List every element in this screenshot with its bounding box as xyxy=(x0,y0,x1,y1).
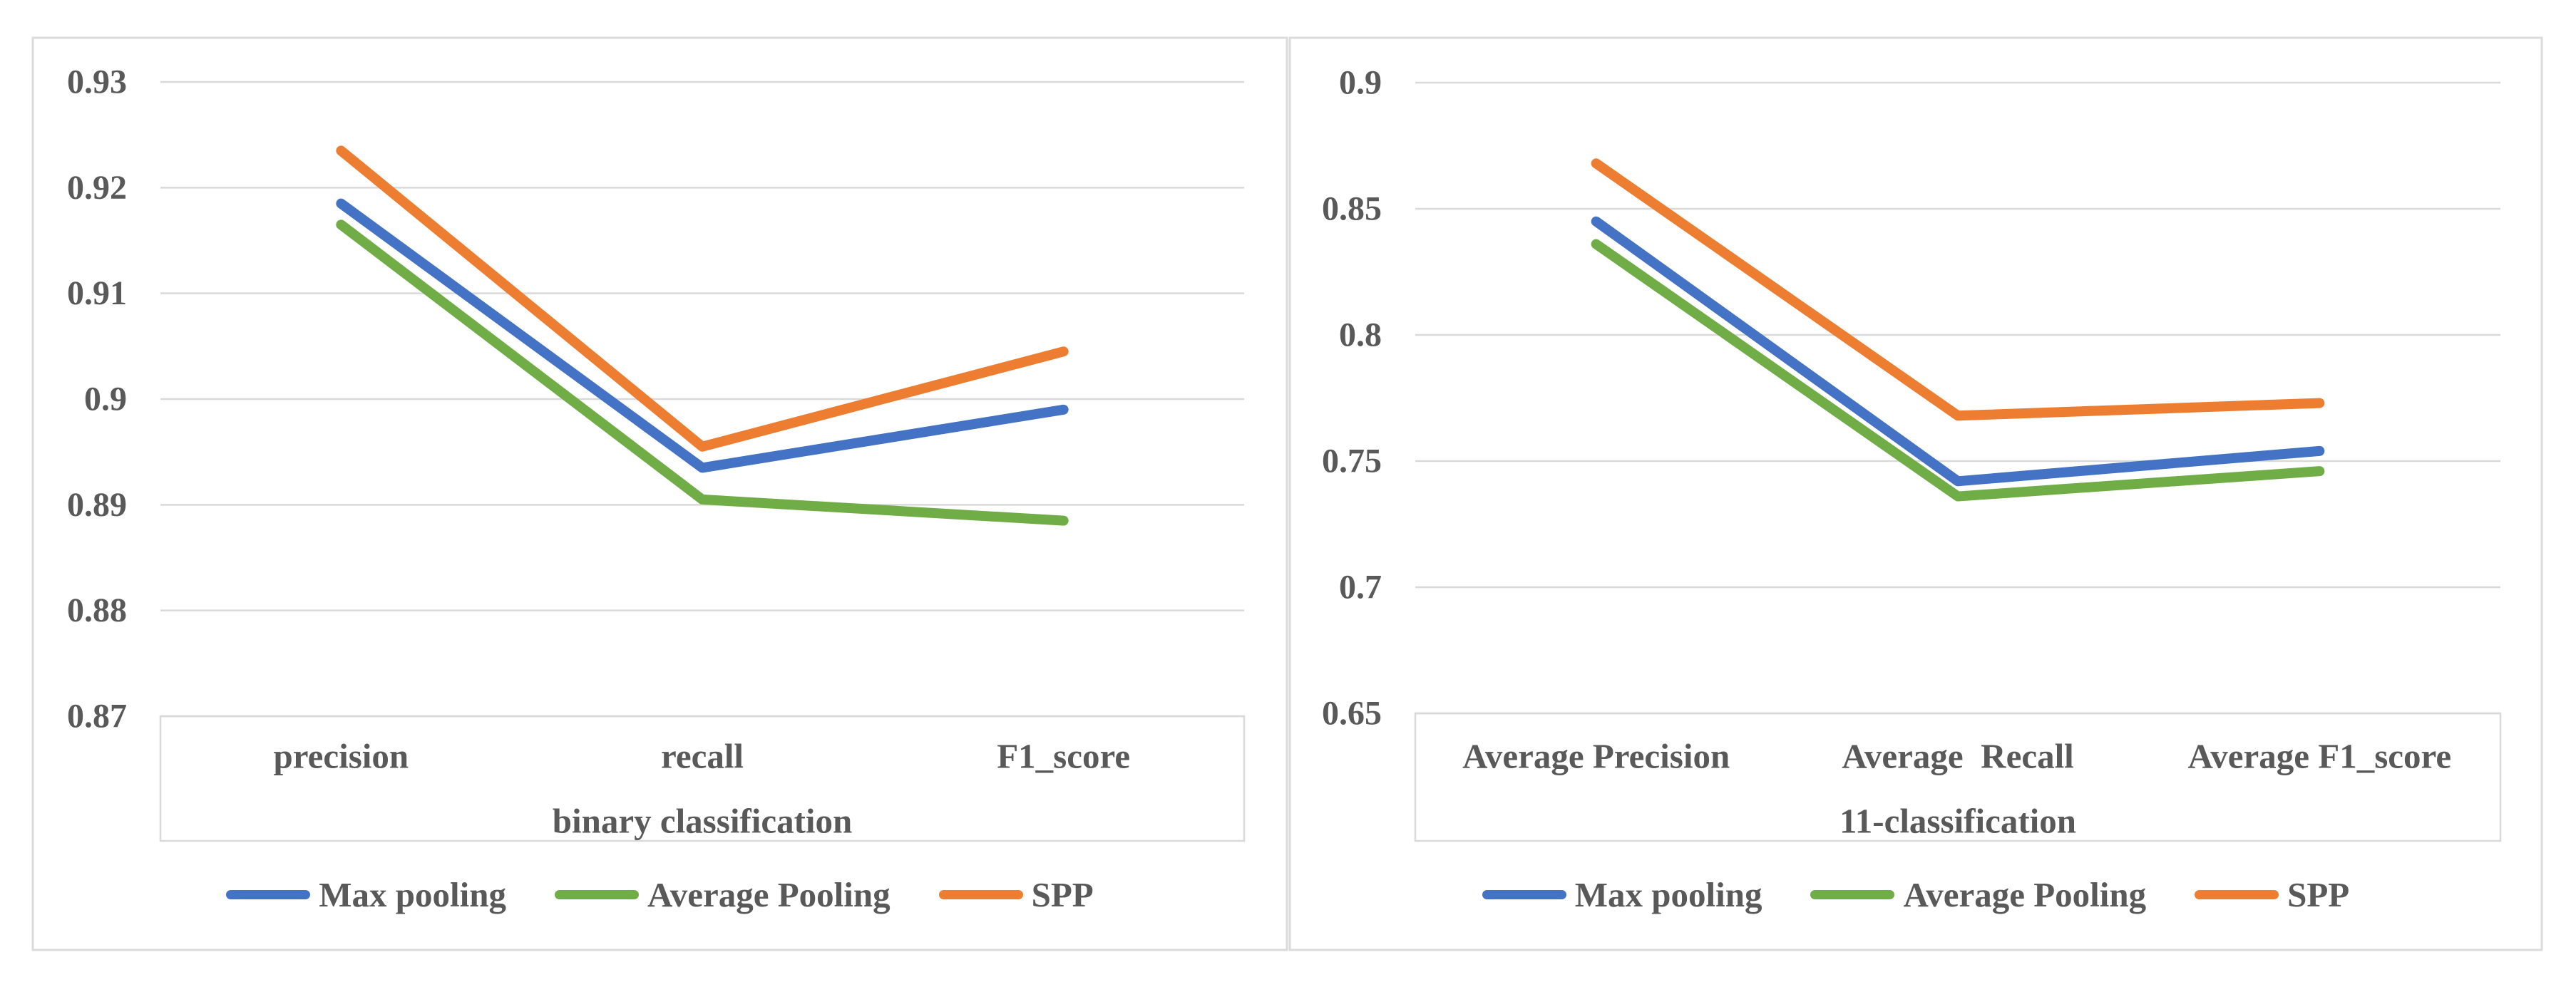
series-line-average-pooling xyxy=(1591,239,2325,502)
y-tick-label: 0.75 xyxy=(1322,443,1382,480)
legend-item: SPP xyxy=(2195,877,2349,912)
x-axis-title: 11-classification xyxy=(1839,802,2076,841)
legend-label: Max pooling xyxy=(319,874,506,914)
legend-label: Max pooling xyxy=(1574,874,1762,914)
x-axis-label-box xyxy=(1414,712,2502,842)
chart-area-border xyxy=(1288,36,2543,951)
legend-line-marker-icon xyxy=(554,889,639,899)
y-tick-label: 0.85 xyxy=(1322,190,1382,228)
x-category-label: precision xyxy=(273,737,409,776)
x-category-label: Average F1_score xyxy=(2188,737,2452,776)
x-category-label: F1_score xyxy=(997,737,1130,776)
legend-line-marker-icon xyxy=(938,889,1023,899)
legend-item: Max pooling xyxy=(1482,877,1762,912)
chart-panel-1: 0.9 0.85 0.8 0.75 0.7 0.65 Average Precision Av… xyxy=(1288,36,2543,951)
y-tick-label: 0.87 xyxy=(67,698,127,735)
y-tick-label: 0.89 xyxy=(67,486,127,524)
y-tick-label: 0.7 xyxy=(1339,569,1382,606)
legend-item: Max pooling xyxy=(226,877,506,912)
legend: Max pooling Average Pooling SPP xyxy=(1290,855,2542,934)
y-tick-label: 0.93 xyxy=(67,63,127,101)
chart-panel-0: 0.93 0.92 0.91 0.9 0.89 0.88 0.87 precision reca… xyxy=(31,36,1288,951)
legend: Max pooling Average Pooling SPP xyxy=(33,855,1287,934)
y-tick-label: 0.9 xyxy=(1339,64,1382,102)
y-tick-label: 0.92 xyxy=(67,169,127,207)
series-line-spp xyxy=(336,145,1069,452)
legend-item: Average Pooling xyxy=(554,874,891,914)
y-tick-label: 0.91 xyxy=(67,274,127,312)
x-axis-title: binary classification xyxy=(553,802,853,841)
series-line-spp xyxy=(1591,158,2325,421)
legend-line-marker-icon xyxy=(2195,889,2279,899)
x-category-label: recall xyxy=(661,737,744,776)
x-axis-label-box xyxy=(159,715,1246,842)
legend-line-marker-icon xyxy=(1810,889,1895,899)
y-tick-label: 0.8 xyxy=(1339,316,1382,354)
legend-label: Average Pooling xyxy=(1903,874,2147,914)
y-tick-label: 0.9 xyxy=(84,381,127,418)
y-tick-label: 0.65 xyxy=(1322,695,1382,733)
y-tick-label: 0.88 xyxy=(67,591,127,629)
series-line-max-pooling xyxy=(1591,216,2325,487)
series-line-average-pooling xyxy=(336,219,1069,526)
series-line-max-pooling xyxy=(336,198,1069,473)
x-category-label: Average Precision xyxy=(1462,737,1730,776)
x-category-label: Average Recall xyxy=(1842,737,2074,776)
legend-label: Average Pooling xyxy=(647,874,891,914)
legend-label: SPP xyxy=(2287,874,2350,914)
legend-item: Average Pooling xyxy=(1810,877,2146,912)
chart-area-border xyxy=(31,36,1288,951)
legend-line-marker-icon xyxy=(1482,889,1566,899)
legend-label: SPP xyxy=(1031,874,1094,914)
legend-line-marker-icon xyxy=(226,889,311,899)
legend-item: SPP xyxy=(938,874,1094,914)
